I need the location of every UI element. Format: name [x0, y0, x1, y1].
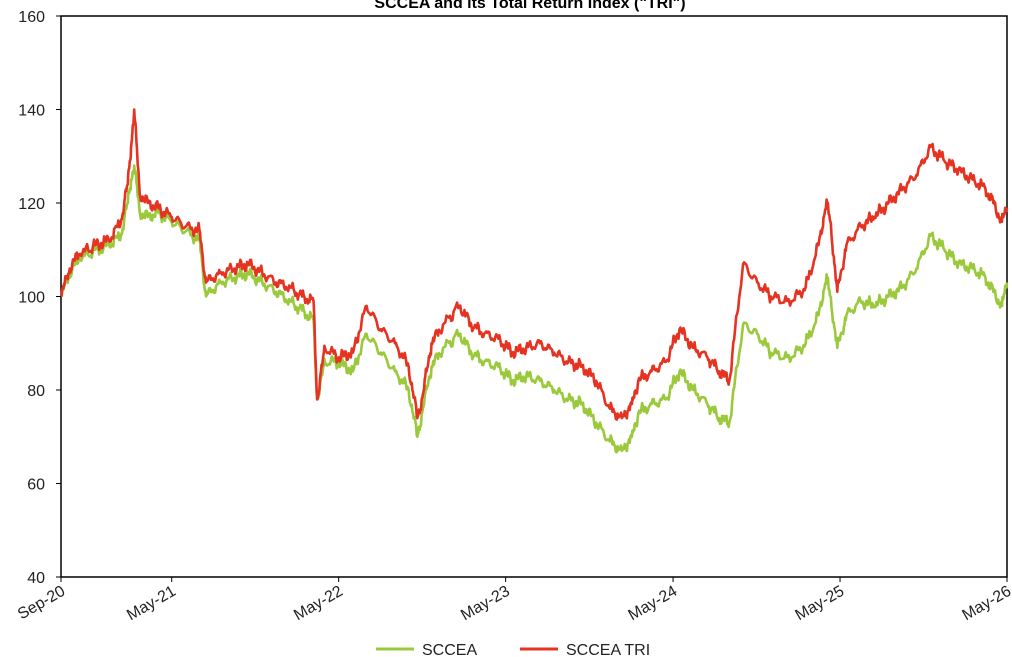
series-lines [59, 108, 1009, 454]
legend: SCCEA SCCEA TRI [376, 642, 650, 657]
y-tick-label: 140 [18, 103, 45, 120]
x-tick-label: May-21 [124, 583, 179, 624]
y-tick-label: 40 [27, 570, 45, 587]
y-tick-label: 60 [27, 477, 45, 494]
plot-area-frame [60, 15, 1008, 578]
legend-label-sccea: SCCEA [422, 642, 477, 657]
legend-label-sccea-tri: SCCEA TRI [566, 642, 650, 657]
x-tick-label: May-25 [793, 583, 848, 624]
x-tick-label: May-24 [626, 583, 681, 624]
series-line-sccea [60, 164, 1009, 454]
x-tick-label: Sep-20 [15, 583, 68, 624]
chart-title: SCCEA and its Total Return Index ("TRI") [374, 0, 685, 12]
y-tick-label: 120 [18, 196, 45, 213]
x-tick-label: May-22 [291, 583, 346, 624]
y-tick-label: 100 [18, 290, 45, 307]
y-axis: 40 60 80 100 120 140 160 [18, 9, 61, 587]
y-tick-label: 80 [27, 383, 45, 400]
x-tick-label: May-26 [959, 583, 1012, 624]
series-line-sccea-tri [59, 108, 1009, 421]
y-tick-label: 160 [18, 9, 45, 26]
x-axis: Sep-20 May-21 May-22 May-23 May-24 May-25 May-… [15, 577, 1012, 624]
x-tick-label: May-23 [458, 583, 513, 624]
